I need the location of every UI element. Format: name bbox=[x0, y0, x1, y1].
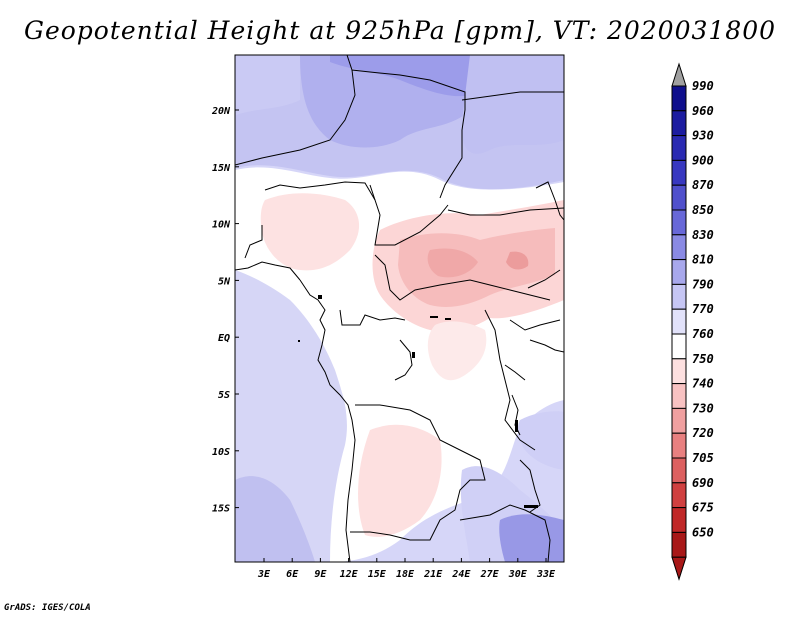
colorbar-level-label: 750 bbox=[692, 352, 714, 366]
colorbar-swatch bbox=[671, 432, 687, 459]
field-eastafrica-790 bbox=[517, 411, 564, 470]
colorbar-level-label: 675 bbox=[692, 501, 714, 515]
colorbar: 990 960 930 900 870 850 830 810 790 770 760 750 740 7… bbox=[671, 62, 714, 581]
colorbar-level-label: 740 bbox=[692, 377, 714, 391]
lon-tick-label: 30E bbox=[508, 569, 528, 580]
field-congo-750 bbox=[427, 321, 487, 381]
colorbar-swatch bbox=[671, 507, 687, 533]
colorbar-swatch bbox=[671, 135, 687, 161]
map-panel bbox=[235, 55, 564, 562]
colorbar-swatch bbox=[671, 283, 687, 310]
lon-tick-label: 12E bbox=[340, 569, 359, 580]
colorbar-level-label: 960 bbox=[692, 104, 714, 118]
lon-tick-label: 6E bbox=[286, 569, 299, 580]
colorbar-level-label: 930 bbox=[692, 129, 714, 143]
colorbar-level-label: 705 bbox=[692, 451, 714, 465]
colorbar-swatch bbox=[671, 85, 687, 112]
colorbar-level-label: 770 bbox=[692, 302, 714, 316]
colorbar-swatch bbox=[671, 209, 687, 236]
colorbar-swatch bbox=[671, 333, 687, 360]
colorbar-level-label: 900 bbox=[692, 153, 714, 167]
colorbar-level-label: 850 bbox=[692, 203, 714, 217]
lat-tick-label: 15N bbox=[212, 163, 231, 174]
colorbar-swatch bbox=[671, 259, 687, 285]
lake-marks bbox=[298, 295, 538, 508]
colorbar-swatch bbox=[671, 234, 687, 261]
field-northeast-790 bbox=[461, 55, 564, 154]
field-angola-750 bbox=[358, 424, 442, 537]
field-central-740 bbox=[398, 228, 555, 307]
grads-credit: GrADS: IGES/COLA bbox=[4, 603, 91, 613]
colorbar-swatch bbox=[671, 110, 687, 137]
colorbar-level-label: 730 bbox=[692, 401, 714, 415]
colorbar-swatch bbox=[671, 184, 687, 211]
field-southatlantic-810 bbox=[235, 476, 315, 562]
lat-tick-label: 10S bbox=[212, 447, 230, 458]
lon-tick-label: 33E bbox=[536, 569, 556, 580]
lat-tick-label: 10N bbox=[212, 220, 231, 231]
colorbar-swatch bbox=[671, 457, 687, 484]
map-frame bbox=[234, 54, 565, 563]
colorbar-swatch bbox=[671, 407, 687, 434]
lon-tick-label: 27E bbox=[480, 569, 500, 580]
lon-tick-label: 24E bbox=[451, 569, 471, 580]
lon-tick-label: 18E bbox=[396, 569, 415, 580]
lat-tick-label: 20N bbox=[211, 106, 231, 117]
colorbar-level-label: 790 bbox=[692, 277, 714, 291]
colorbar-swatch bbox=[671, 308, 687, 335]
colorbar-swatch bbox=[671, 531, 687, 558]
field-westafrica-750 bbox=[260, 193, 360, 271]
colorbar-level-label: 830 bbox=[692, 228, 714, 242]
lat-tick-label: 5S bbox=[218, 390, 230, 401]
colorbar-level-label: 650 bbox=[692, 525, 714, 539]
lon-tick-label: 9E bbox=[314, 569, 327, 580]
colorbar-bottom-arrow bbox=[671, 556, 687, 581]
colorbar-level-label: 720 bbox=[692, 426, 714, 440]
lat-tick-label: 5N bbox=[218, 276, 231, 287]
boundaries bbox=[235, 55, 564, 562]
lon-tick-label: 15E bbox=[368, 569, 387, 580]
lat-tick-label: EQ bbox=[218, 333, 230, 344]
colorbar-swatch bbox=[671, 383, 687, 409]
colorbar-swatch bbox=[671, 482, 687, 509]
colorbar-level-label: 870 bbox=[692, 178, 714, 192]
colorbar-level-label: 810 bbox=[692, 253, 714, 267]
map-title: Geopotential Height at 925hPa [gpm], VT:… bbox=[23, 16, 777, 45]
longitude-axis: 3E 6E 9E 12E 15E 18E 21E 24E 27E 30E 33E bbox=[257, 558, 556, 580]
field-north-830 bbox=[330, 55, 470, 97]
field-northwest-790 bbox=[236, 55, 300, 115]
colorbar-swatch bbox=[671, 159, 687, 186]
field-central-730 bbox=[427, 248, 478, 278]
lat-tick-label: 15S bbox=[212, 504, 230, 515]
colorbar-swatch bbox=[671, 358, 687, 385]
lon-tick-label: 3E bbox=[257, 569, 271, 580]
field-southeast-830 bbox=[499, 514, 564, 562]
colorbar-level-label: 690 bbox=[692, 476, 714, 490]
lon-tick-label: 21E bbox=[423, 569, 443, 580]
latitude-axis: 20N 15N 10N 5N EQ 5S 10S 15S bbox=[211, 106, 239, 515]
colorbar-level-label: 760 bbox=[692, 327, 714, 341]
field-east-730 bbox=[506, 251, 529, 270]
colorbar-level-label: 990 bbox=[692, 79, 714, 93]
colorbar-top-arrow bbox=[671, 62, 687, 87]
